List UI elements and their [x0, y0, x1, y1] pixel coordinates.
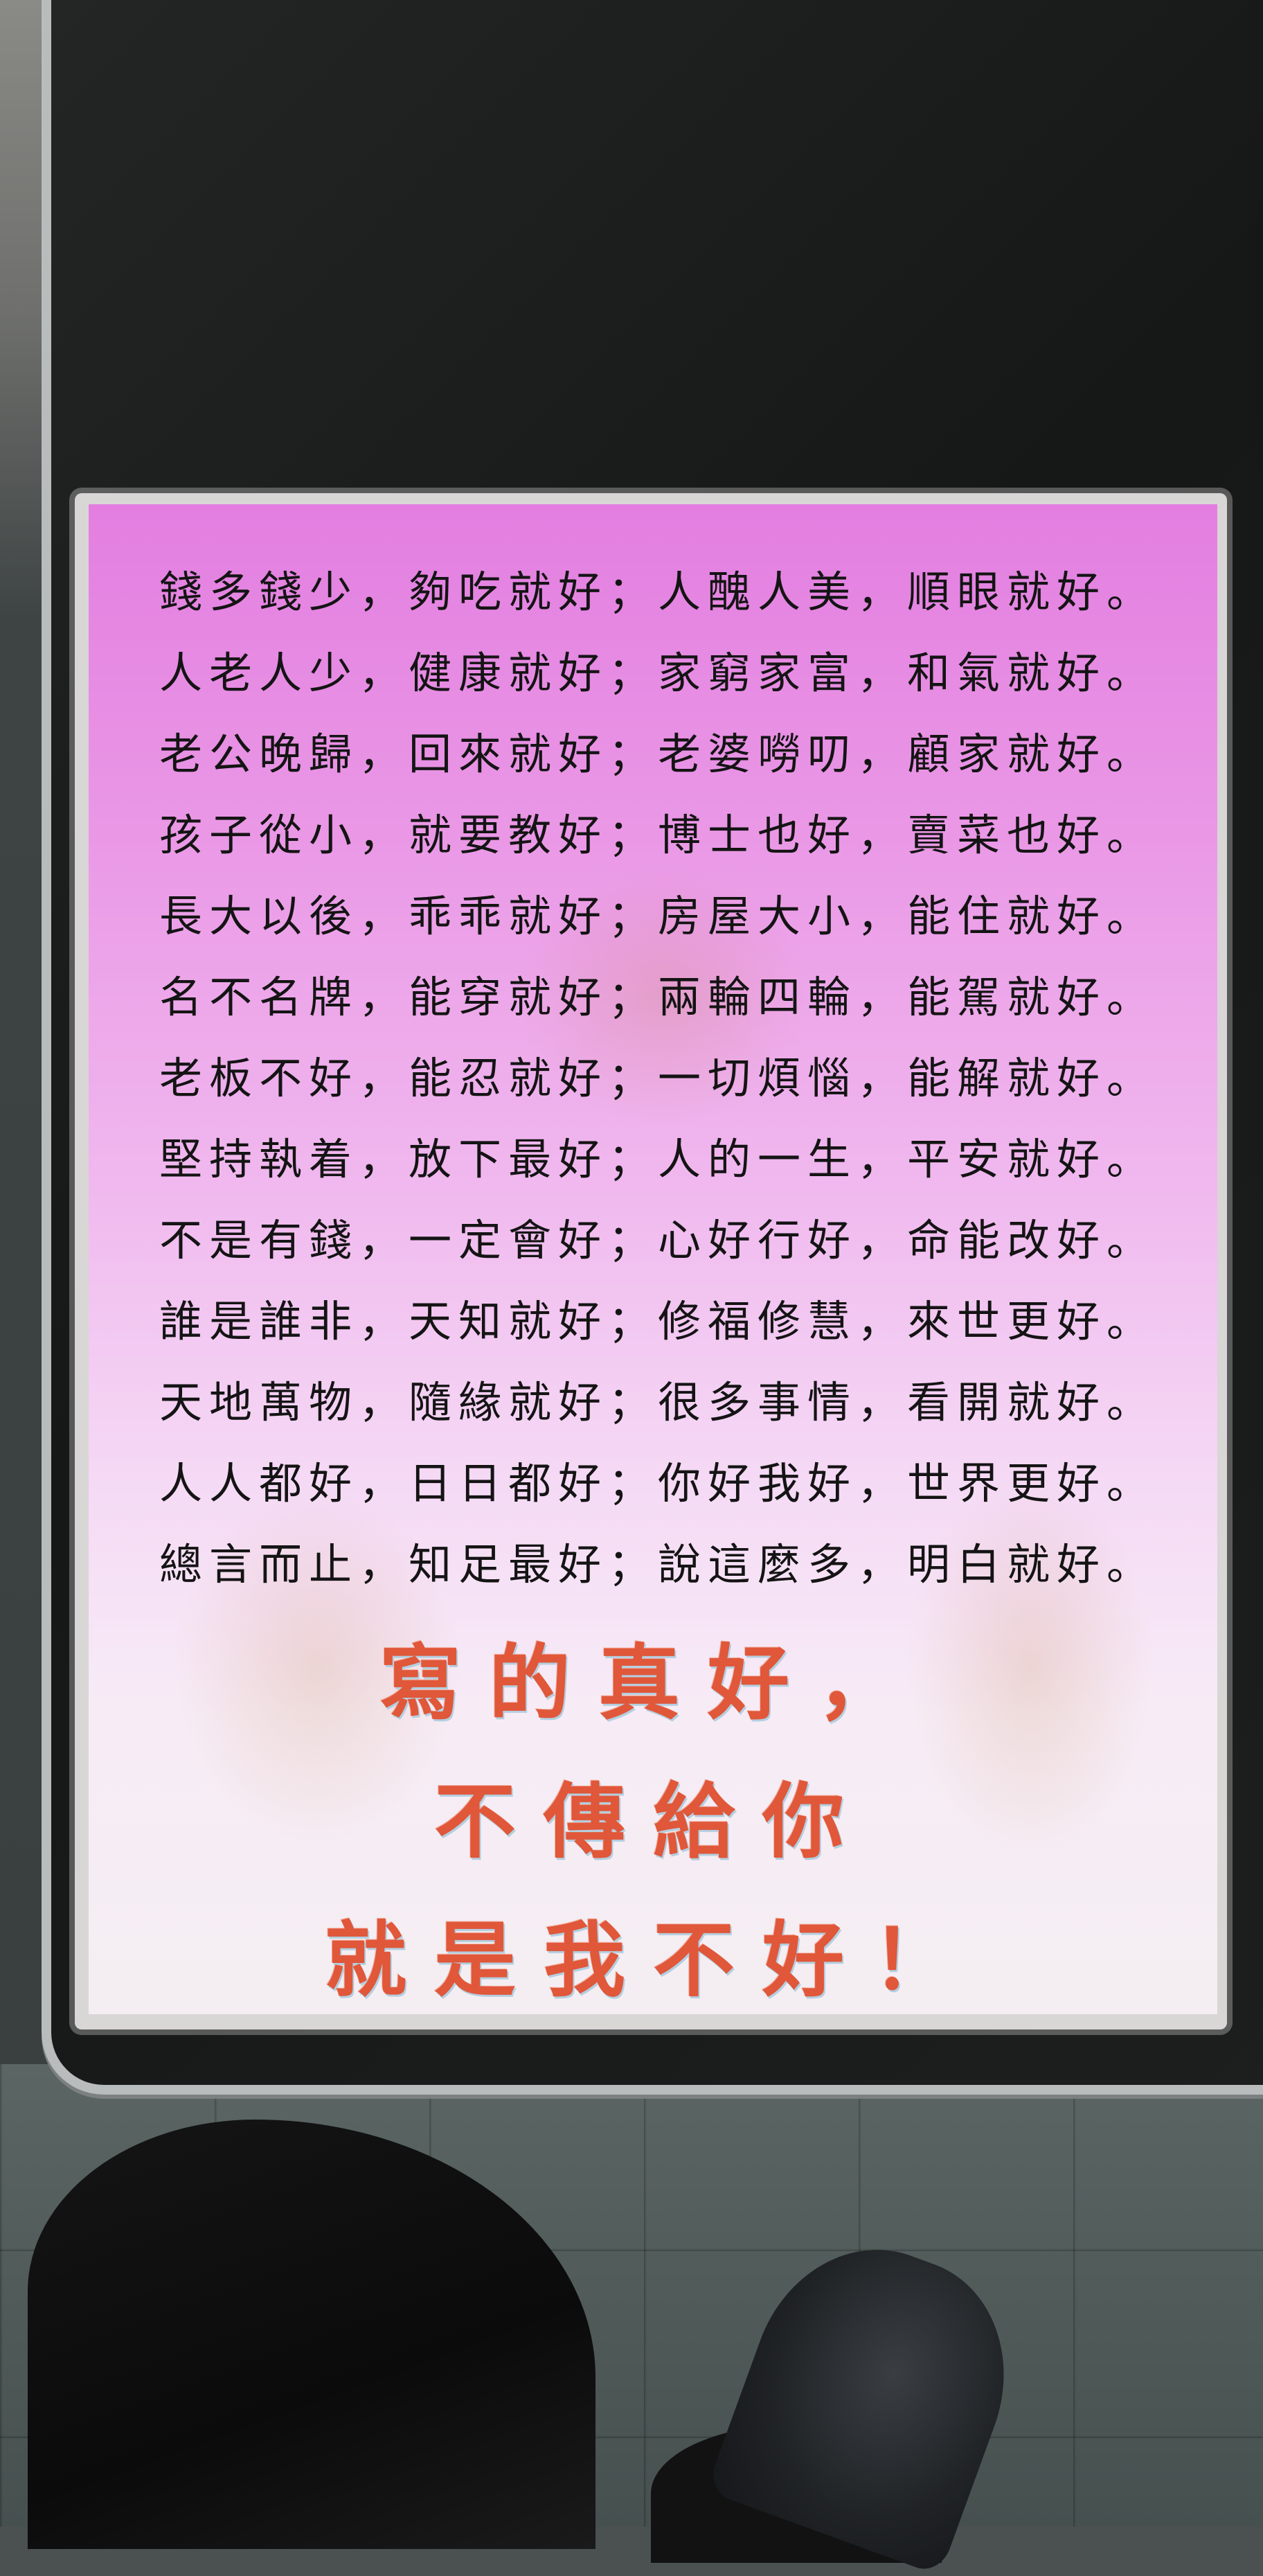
poster [89, 504, 1217, 2014]
poster-line: 總言而止，知足最好；說這麼多，明白就好。 [159, 1538, 1157, 1590]
poster-line: 長大以後，乖乖就好；房屋大小，能住就好。 [159, 890, 1157, 941]
poster-line: 不是有錢，一定會好；心好行好，命能改好。 [159, 1214, 1157, 1265]
stain [518, 864, 809, 1128]
poster-line: 名不名牌，能穿就好；兩輪四輪，能駕就好。 [159, 971, 1157, 1022]
poster-line: 誰是誰非，天知就好；修福修慧，來世更好。 [159, 1295, 1157, 1347]
poster-line: 孩子從小，就要教好；博士也好，賣菜也好。 [159, 809, 1157, 860]
closing-message: 寫的真好， 不傳給你 就是我不好！ [89, 1614, 1217, 2029]
poster-text-lines: 錢多錢少，夠吃就好；人醜人美，順眼就好。 人老人少，健康就好；家窮家富，和氣就好… [159, 547, 1198, 1601]
closing-line: 就是我不好！ [324, 1912, 981, 2008]
poster-line: 老板不好，能忍就好；一切煩惱，能解就好。 [159, 1052, 1157, 1103]
closing-line: 不傳給你 [433, 1773, 872, 1869]
stain [172, 1488, 463, 1848]
poster-line: 錢多錢少，夠吃就好；人醜人美，順眼就好。 [159, 566, 1157, 617]
poster-line: 老公晚歸，回來就好；老婆嘮叨，顧家就好。 [159, 728, 1157, 779]
closing-line: 寫的真好， [379, 1635, 926, 1731]
poster-line: 天地萬物，隨緣就好；很多事情，看開就好。 [159, 1376, 1157, 1428]
poster-line: 堅持執着，放下最好；人的一生，平安就好。 [159, 1133, 1157, 1184]
poster-line: 人老人少，健康就好；家窮家富，和氣就好。 [159, 647, 1157, 698]
poster-line: 人人都好，日日都好；你好我好，世界更好。 [159, 1457, 1157, 1509]
stain [906, 1474, 1155, 1862]
